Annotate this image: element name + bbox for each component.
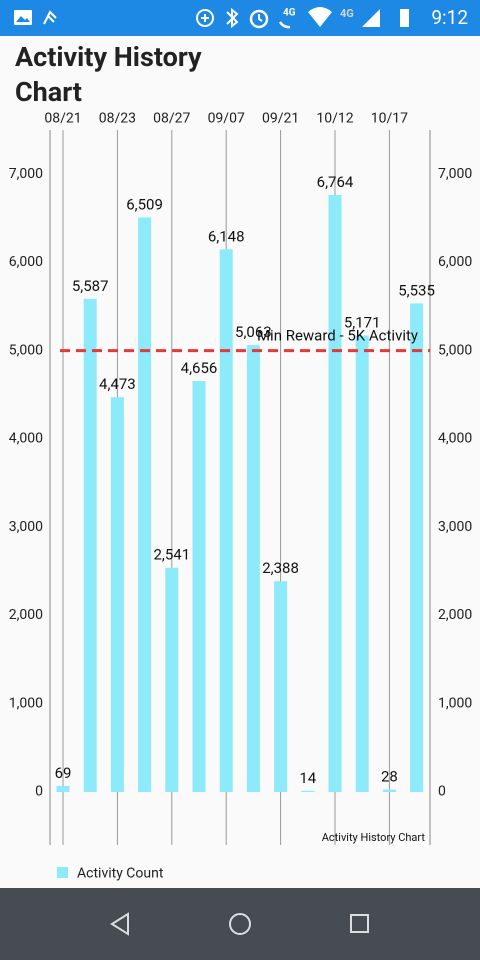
- data-saver-icon: [196, 9, 214, 27]
- y2-tick-label: 6,000: [438, 254, 472, 270]
- value-label: 28: [381, 768, 398, 786]
- value-label: 5,587: [72, 277, 109, 295]
- y-tick-label: 6,000: [9, 254, 43, 270]
- bluetooth-icon: [226, 7, 239, 29]
- y2-tick-label: 2,000: [438, 607, 472, 623]
- y2-tick-label: 7,000: [438, 166, 472, 182]
- limit-line-label: Min Reward - 5K Activity: [257, 327, 418, 345]
- page-title-line2: Chart: [15, 76, 82, 108]
- y-tick-label: 7,000: [9, 166, 43, 182]
- x-tick-label: 09/07: [208, 111, 245, 127]
- x-tick-label: 08/21: [44, 111, 81, 127]
- y-tick-label: 2,000: [9, 607, 43, 623]
- y2-tick-label: 1,000: [438, 695, 472, 711]
- clock: 9:12: [431, 6, 468, 29]
- y-tick-label: 4,000: [9, 431, 43, 447]
- y-tick-label: 3,000: [9, 519, 43, 535]
- value-label: 4,473: [99, 375, 136, 393]
- bar: [83, 298, 97, 793]
- y2-tick-label: 5,000: [438, 342, 472, 358]
- value-label: 4,656: [181, 359, 218, 377]
- bar: [274, 581, 288, 793]
- value-label: 5,535: [398, 281, 435, 299]
- y-tick-label: 1,000: [9, 695, 43, 711]
- legend-swatch: [57, 867, 68, 878]
- call-network: 4G: [283, 8, 296, 19]
- value-label: 69: [55, 764, 72, 782]
- value-label: 5,063: [235, 323, 272, 341]
- value-label: 6,509: [126, 195, 163, 213]
- bar: [355, 335, 369, 793]
- y-tick-label: 5,000: [9, 342, 43, 358]
- activity-icon: [43, 10, 57, 25]
- data-saver-plus: [201, 14, 209, 22]
- bar: [246, 345, 260, 793]
- x-tick-label: 08/23: [99, 111, 136, 127]
- y2-tick-label: 4,000: [438, 431, 472, 447]
- value-label: 14: [299, 769, 316, 787]
- alarm-hands: [258, 14, 263, 22]
- bar: [138, 217, 152, 793]
- home-button[interactable]: [229, 913, 251, 935]
- signal-icon: [362, 9, 380, 27]
- bar: [410, 303, 424, 793]
- value-label: 5,171: [344, 314, 381, 332]
- x-tick-label: 09/21: [262, 111, 299, 127]
- bar: [192, 381, 206, 793]
- bar: [219, 249, 233, 793]
- chart: 0 0 1,000 1,000 2,000 2,000 3,000 3,000 4,000 4,0…: [9, 111, 473, 882]
- battery-icon: [400, 9, 409, 27]
- x-tick-label: 08/27: [153, 111, 190, 127]
- call-icon: [278, 21, 291, 29]
- y2-tick-label: 3,000: [438, 519, 472, 535]
- recents-button[interactable]: [350, 914, 369, 933]
- gallery-icon: [14, 10, 32, 25]
- y-tick-label: 0: [35, 784, 43, 800]
- navigation-bar: [0, 888, 480, 960]
- value-label: 6,148: [208, 227, 245, 245]
- bar: [165, 567, 179, 793]
- bar: [110, 397, 124, 793]
- gallery-icon-detail: [16, 16, 30, 22]
- value-label: 6,764: [317, 173, 354, 191]
- x-tick-label: 10/12: [316, 111, 353, 127]
- x-tick-label: 10/17: [371, 111, 408, 127]
- wifi-icon: [308, 7, 332, 27]
- signal-network: 4G: [340, 7, 354, 20]
- value-label: 2,541: [153, 546, 190, 564]
- bar: [301, 790, 315, 793]
- back-button[interactable]: [110, 912, 129, 936]
- legend-label: Activity Count: [77, 866, 164, 882]
- bar: [328, 194, 342, 793]
- bar: [382, 789, 396, 793]
- alarm-icon: [249, 9, 269, 29]
- y2-tick-label: 0: [438, 784, 446, 800]
- page-title-line1: Activity History: [15, 41, 202, 73]
- bar: [56, 785, 70, 793]
- chart-description: Activity History Chart: [322, 831, 426, 844]
- value-label: 2,388: [262, 559, 299, 577]
